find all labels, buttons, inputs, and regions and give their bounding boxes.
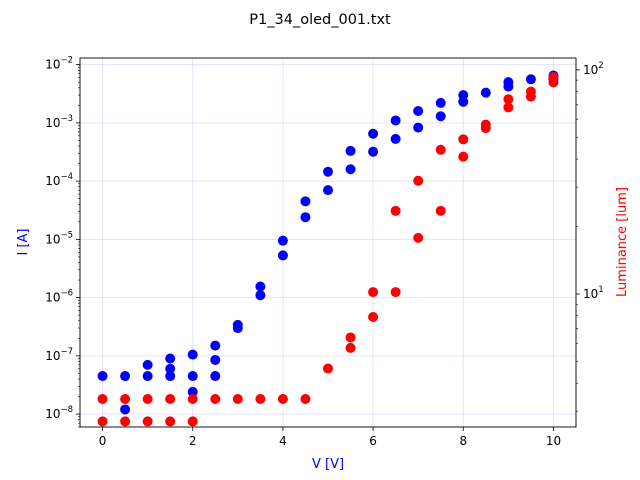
x-tick-label: 2: [189, 434, 197, 448]
current-point: [210, 340, 221, 351]
luminance-point: [480, 123, 491, 134]
current-point: [525, 74, 536, 85]
y-left-tick-label: 10−2: [45, 56, 73, 72]
x-axis-label: V [V]: [312, 457, 344, 472]
luminance-point: [210, 394, 221, 405]
x-tick-label: 4: [279, 434, 287, 448]
current-point: [413, 122, 424, 133]
y-left-tick-label: 10−8: [45, 405, 73, 421]
luminance-point: [142, 416, 153, 427]
luminance-point: [120, 394, 131, 405]
x-tick-label: 8: [459, 434, 467, 448]
current-point: [210, 371, 221, 382]
luminance-point: [165, 394, 176, 405]
current-point: [210, 354, 221, 365]
y-axis-right: 101 102: [576, 61, 604, 412]
luminance-point: [368, 311, 379, 322]
current-point: [390, 133, 401, 144]
current-point: [323, 185, 333, 196]
current-point: [142, 371, 153, 382]
current-point: [345, 145, 356, 156]
current-point: [413, 105, 424, 116]
y-left-tick-label: 10−4: [45, 172, 73, 188]
current-point: [255, 290, 266, 301]
luminance-point: [232, 394, 243, 405]
current-point: [120, 404, 131, 415]
y-axis-left: 10−8 10−7 10−6 10−5 10−4 10−3 10−2: [45, 56, 80, 428]
red-series: [97, 71, 559, 427]
current-point: [300, 212, 311, 223]
luminance-point: [413, 175, 424, 186]
y-right-tick-label: 102: [583, 61, 604, 77]
x-tick-label: 10: [546, 434, 561, 448]
luminance-point: [255, 394, 266, 405]
x-tick-label: 6: [369, 434, 377, 448]
luminance-point: [525, 91, 536, 102]
luminance-point: [390, 287, 401, 298]
current-point: [165, 363, 176, 374]
luminance-point: [458, 151, 469, 162]
luminance-point: [548, 77, 559, 88]
current-point: [435, 111, 446, 122]
current-point: [187, 349, 198, 360]
luminance-point: [97, 394, 108, 405]
luminance-point: [458, 134, 469, 145]
current-point: [187, 371, 198, 382]
current-point: [120, 371, 131, 382]
current-point: [142, 359, 153, 370]
luminance-point: [435, 205, 446, 216]
luminance-point: [323, 363, 333, 374]
chart-title: P1_34_oled_001.txt: [249, 12, 391, 28]
luminance-point: [413, 232, 424, 243]
current-point: [503, 81, 514, 92]
plot-frame: [79, 57, 577, 428]
x-tick-label: 0: [99, 434, 107, 448]
current-point: [390, 115, 401, 126]
current-point: [345, 164, 356, 175]
luminance-point: [277, 394, 288, 405]
current-point: [300, 196, 311, 207]
x-axis: 0 2 4 6 8 10: [99, 427, 561, 448]
luminance-point: [300, 394, 311, 405]
luminance-point: [503, 102, 514, 113]
current-point: [368, 146, 379, 157]
blue-series: [97, 70, 559, 415]
luminance-point: [345, 342, 356, 353]
current-point: [480, 87, 491, 98]
current-point: [187, 386, 198, 397]
current-point: [435, 97, 446, 108]
current-point: [232, 323, 243, 334]
y-left-tick-label: 10−7: [45, 347, 73, 363]
luminance-point: [187, 416, 198, 427]
luminance-point: [187, 394, 198, 405]
luminance-point: [503, 94, 514, 105]
current-point: [323, 166, 333, 177]
current-point: [165, 371, 176, 382]
current-point: [368, 128, 379, 139]
grid: [80, 58, 576, 427]
y-left-tick-label: 10−3: [45, 114, 73, 130]
current-point: [255, 281, 266, 292]
luminance-point: [368, 287, 379, 298]
y-axis-right-label: Luminance [lum]: [615, 187, 630, 297]
current-point: [458, 96, 469, 107]
luminance-point: [435, 144, 446, 155]
luminance-point: [390, 205, 401, 216]
luminance-point: [120, 416, 131, 427]
y-axis-left-label: I [A]: [16, 228, 31, 255]
current-point: [97, 371, 108, 382]
y-left-tick-label: 10−5: [45, 230, 73, 246]
current-point: [277, 235, 288, 246]
current-point: [165, 353, 176, 364]
luminance-point: [165, 416, 176, 427]
luminance-point: [345, 332, 356, 343]
luminance-point: [142, 394, 153, 405]
current-point: [277, 250, 288, 261]
y-left-tick-label: 10−6: [45, 289, 73, 305]
luminance-point: [97, 416, 108, 427]
y-right-tick-label: 101: [583, 285, 604, 301]
